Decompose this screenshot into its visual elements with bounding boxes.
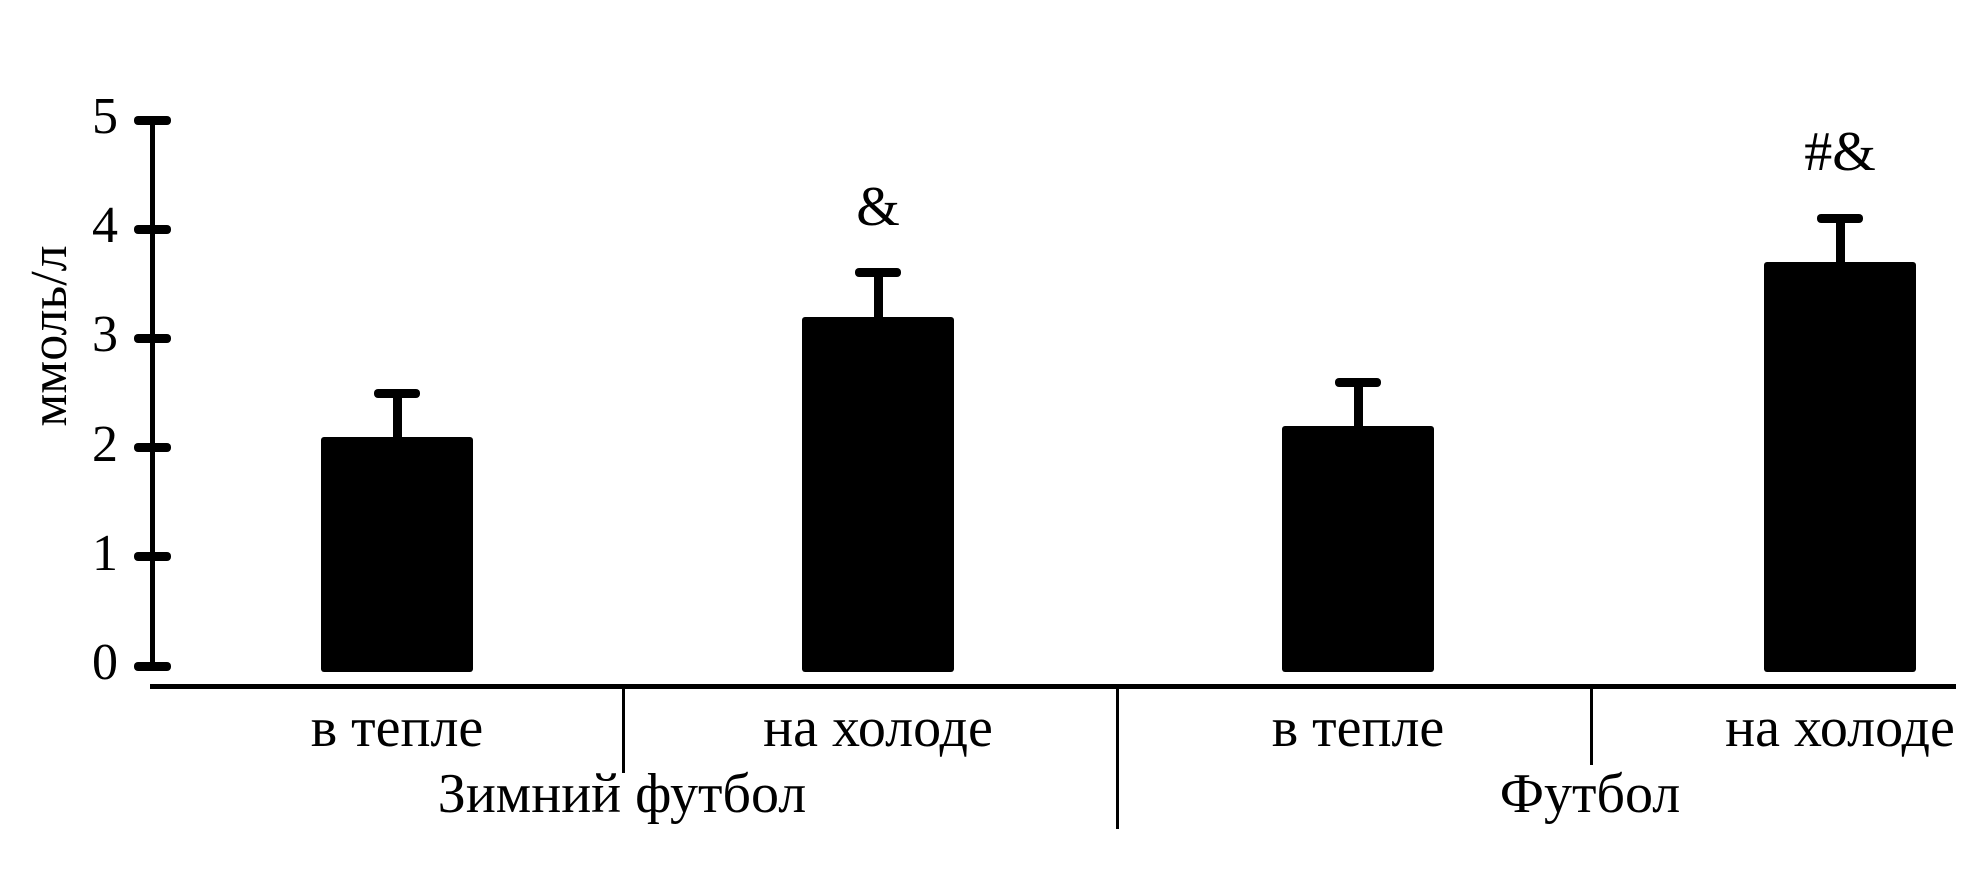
category-divider: [1589, 689, 1593, 765]
y-axis-tick: [133, 224, 171, 234]
bar: [321, 436, 473, 672]
y-axis-tick-label: 1: [92, 524, 118, 582]
y-axis-tick: [133, 661, 171, 671]
y-axis-tick-label: 5: [92, 88, 118, 145]
y-axis-tick: [133, 552, 171, 562]
error-bar-stem: [873, 272, 883, 325]
error-bar-stem: [1835, 218, 1845, 270]
category-label: на холоде: [1725, 697, 1955, 759]
error-bar-cap: [855, 268, 901, 278]
error-bar-stem: [1353, 382, 1363, 434]
significance-annotation: &: [856, 175, 900, 238]
group-label: Зимний футбол: [437, 763, 807, 825]
y-axis-tick: [133, 443, 171, 453]
category-divider: [1115, 689, 1119, 829]
category-label: в тепле: [310, 697, 484, 759]
y-axis-tick-label: 0: [92, 634, 118, 691]
significance-annotation: #&: [1804, 121, 1876, 184]
error-bar-cap: [1335, 377, 1381, 387]
y-axis-tick: [133, 115, 171, 125]
error-bar-stem: [392, 393, 402, 445]
y-axis-tick-label: 4: [92, 197, 118, 255]
bar: [1764, 261, 1916, 672]
category-label: в тепле: [1271, 697, 1445, 759]
y-axis-tick-label: 2: [92, 415, 118, 473]
y-axis-line: [149, 118, 155, 669]
y-axis-tick: [133, 333, 171, 343]
error-bar-cap: [1817, 213, 1863, 223]
category-divider: [621, 689, 625, 773]
y-axis-tick-label: 3: [92, 306, 118, 364]
category-label: на холоде: [763, 697, 993, 759]
bar: [1282, 425, 1434, 672]
x-axis-line: [150, 684, 1956, 689]
bar: [802, 316, 954, 672]
group-label: Футбол: [1499, 763, 1681, 825]
error-bar-cap: [374, 388, 420, 398]
